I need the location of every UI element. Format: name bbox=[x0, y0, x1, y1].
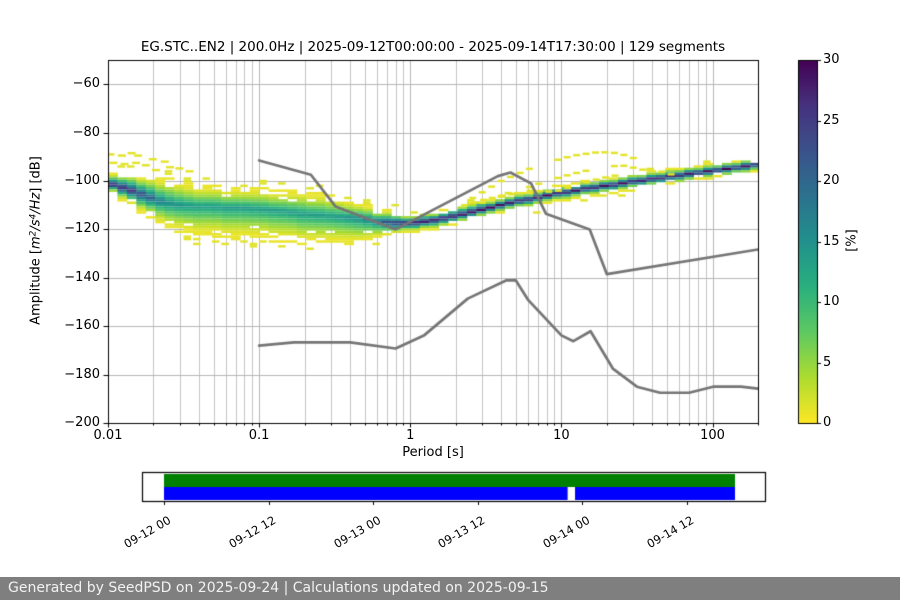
colorbar-tick-label: 10 bbox=[823, 294, 840, 309]
chart-title: EG.STC..EN2 | 200.0Hz | 2025-09-12T00:00… bbox=[140, 39, 726, 55]
y-axis-label-part: m bbox=[28, 236, 44, 249]
colorbar-tick-label: 25 bbox=[823, 112, 840, 128]
y-axis-label-part: 2 bbox=[28, 230, 39, 237]
colorbar-tick-label: 5 bbox=[823, 354, 832, 370]
colorbar-tick-label: 0 bbox=[823, 415, 832, 430]
x-axis-label: Period [s] bbox=[402, 445, 464, 460]
colorbar-tick-label: 15 bbox=[823, 233, 840, 249]
y-tick-label: −80 bbox=[72, 124, 100, 140]
y-axis-label-part: 4 bbox=[28, 213, 39, 220]
y-tick-label: −140 bbox=[64, 269, 100, 285]
y-axis-label-part: /s bbox=[28, 219, 44, 231]
y-axis-label: Amplitude [m2/s4/Hz] [dB] bbox=[29, 91, 44, 391]
x-tick-label: 0.1 bbox=[248, 428, 270, 443]
y-tick-label: −100 bbox=[64, 173, 100, 188]
x-tick-label: 100 bbox=[700, 428, 725, 443]
y-tick-label: −60 bbox=[72, 76, 100, 92]
y-tick-label: −120 bbox=[64, 221, 100, 237]
colorbar-tick-label: 20 bbox=[823, 173, 840, 188]
x-tick-label: 1 bbox=[406, 428, 415, 443]
y-axis-label-part: Amplitude [ bbox=[28, 249, 44, 325]
colorbar-tick-label: 30 bbox=[823, 52, 840, 67]
footer-text: Generated by SeedPSD on 2025-09-24 | Cal… bbox=[8, 580, 549, 596]
y-axis-label-part: /Hz bbox=[28, 192, 44, 214]
y-tick-label: −180 bbox=[64, 366, 100, 382]
x-tick-label: 0.01 bbox=[93, 428, 123, 443]
footer-bar: Generated by SeedPSD on 2025-09-24 | Cal… bbox=[0, 577, 900, 600]
y-tick-label: −160 bbox=[64, 318, 100, 334]
colorbar-label: [%] bbox=[844, 229, 860, 252]
x-tick-label: 10 bbox=[553, 428, 570, 443]
y-axis-label-part: ] [dB] bbox=[28, 156, 44, 193]
y-tick-label: −200 bbox=[64, 415, 100, 430]
